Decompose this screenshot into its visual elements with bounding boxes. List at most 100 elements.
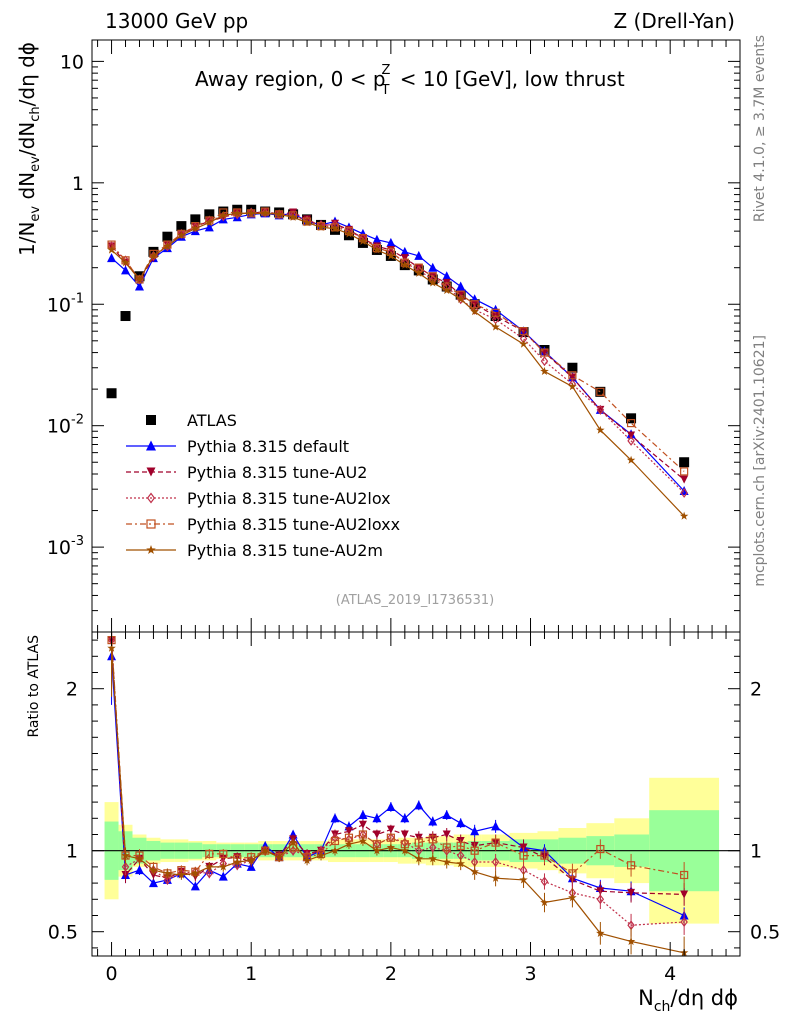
ratio-line-pythia-8-315-default: [111, 656, 685, 917]
data-point-pythia-8-315-default: [386, 237, 396, 247]
ratio-point-pythia-8-315-tune-au2loxx: [626, 861, 636, 870]
data-point-pythia-8-315-default: [400, 246, 410, 256]
data-point-atlas: [176, 221, 187, 232]
data-point-pythia-8-315-tune-au2m: [274, 209, 284, 218]
title-part: p: [373, 67, 386, 91]
ratio-point-pythia-8-315-tune-au2m: [316, 851, 326, 860]
ratio-point-pythia-8-315-default: [414, 800, 424, 810]
series-line-pythia-8-315-tune-au2loxx: [111, 210, 685, 472]
y-label-part: 1/N: [15, 222, 39, 256]
data-point-pythia-8-315-tune-au2m: [149, 251, 158, 260]
data-point-atlas: [595, 386, 606, 397]
main-series-group: [106, 204, 690, 520]
ratio-line-pythia-8-315-tune-au2loxx: [111, 640, 685, 876]
ratio-y-axis-label: Ratio to ATLAS: [26, 635, 42, 738]
data-point-atlas: [626, 413, 637, 424]
legend-label: Pythia 8.315 tune-AU2: [187, 463, 367, 482]
data-point-pythia-8-315-tune-au2lox: [680, 487, 688, 498]
data-point-pythia-8-315-tune-au2loxx: [596, 387, 605, 396]
ratio-point-pythia-8-315-tune-au2m: [400, 846, 410, 855]
ratio-point-pythia-8-315-tune-au2loxx: [540, 851, 549, 860]
y-label-part: ev: [28, 156, 43, 172]
x-label-part: N: [638, 986, 654, 1010]
ratio-point-pythia-8-315-tune-au2: [386, 825, 395, 834]
ratio-y-tick-label-right: 2: [750, 679, 762, 701]
legend-item-pythia-8-315-tune-au2lox: Pythia 8.315 tune-AU2lox: [126, 489, 391, 508]
data-point-pythia-8-315-tune-au2m: [288, 212, 298, 221]
data-point-pythia-8-315-tune-au2m: [596, 425, 605, 434]
series-line-pythia-8-315-tune-au2m: [111, 212, 685, 517]
ratio-point-pythia-8-315-tune-au2m: [135, 854, 144, 863]
ratio-point-pythia-8-315-default: [400, 813, 410, 823]
ratio-point-pythia-8-315-tune-au2: [358, 820, 367, 829]
data-point-pythia-8-315-default: [134, 281, 144, 291]
ratio-point-pythia-8-315-default: [330, 813, 340, 823]
y-tick-label-base: 10: [47, 537, 71, 559]
data-point-pythia-8-315-tune-au2lox: [470, 304, 479, 315]
data-point-pythia-8-315-default: [204, 222, 214, 232]
x-label-subscript: ch: [654, 999, 671, 1015]
panel-title-text: Away region, 0 < pZ T < 10 [GeV], low thr…: [195, 63, 625, 98]
ratio-point-pythia-8-315-tune-au2m: [470, 867, 479, 876]
data-point-pythia-8-315-default: [107, 253, 117, 263]
ratio-point-pythia-8-315-tune-au2loxx: [428, 835, 437, 844]
ratio-point-pythia-8-315-tune-au2m: [163, 868, 172, 877]
data-point-pythia-8-315-default: [428, 262, 438, 272]
ratio-point-pythia-8-315-tune-au2m: [519, 875, 528, 884]
ratio-point-pythia-8-315-default: [470, 826, 480, 836]
y-tick-label-exponent: -3: [71, 534, 84, 549]
data-point-pythia-8-315-tune-au2m: [414, 268, 424, 277]
data-point-pythia-8-315-tune-au2m: [344, 229, 354, 238]
y-label-part: /dN: [15, 122, 39, 156]
legend-marker: [146, 415, 156, 425]
x-tick-label: 1: [245, 963, 257, 985]
y-tick-label: 10: [60, 51, 84, 73]
title-part: Away region, 0 <: [195, 67, 373, 91]
ratio-point-pythia-8-315-tune-au2lox: [429, 842, 437, 853]
ratio-point-pythia-8-315-tune-au2loxx: [414, 838, 423, 847]
x-label-part: /dη dϕ: [670, 986, 738, 1010]
data-point-atlas: [204, 209, 215, 220]
ratio-point-pythia-8-315-tune-au2loxx: [219, 849, 228, 859]
title-part: < 10 [GeV], low thrust: [393, 67, 624, 91]
data-point-pythia-8-315-tune-au2lox: [191, 222, 200, 233]
data-point-pythia-8-315-tune-au2m: [626, 455, 636, 464]
ratio-point-pythia-8-315-tune-au2m: [191, 868, 200, 877]
legend-marker: [146, 467, 156, 477]
data-point-pythia-8-315-tune-au2m: [519, 339, 528, 348]
ratio-point-pythia-8-315-tune-au2m: [274, 852, 284, 861]
ratio-axes: 0.5 0.5 1 1 2 2 0 1 2 3 4: [48, 631, 780, 985]
y-tick-label: 1: [72, 173, 84, 195]
y-tick-label: 10-2: [47, 413, 84, 438]
ratio-point-pythia-8-315-default: [148, 878, 158, 888]
ratio-point-pythia-8-315-tune-au2m: [414, 854, 424, 863]
data-point-pythia-8-315-tune-au2m: [679, 511, 689, 520]
ratio-point-pythia-8-315-tune-au2m: [626, 936, 636, 946]
analysis-reference: (ATLAS_2019_I1736531): [336, 593, 494, 608]
ratio-point-pythia-8-315-tune-au2loxx: [680, 870, 689, 880]
series-line-pythia-8-315-tune-au2: [111, 210, 685, 481]
ratio-point-pythia-8-315-tune-au2m: [302, 855, 312, 865]
data-point-pythia-8-315-tune-au2loxx: [626, 419, 636, 428]
ratio-point-pythia-8-315-tune-au2m: [456, 859, 465, 868]
ratio-point-pythia-8-315-default: [372, 813, 382, 823]
panel-title: Away region, 0 < pZ T < 10 [GeV], low thr…: [195, 63, 625, 98]
ratio-point-pythia-8-315-tune-au2lox: [596, 894, 605, 905]
ratio-point-pythia-8-315-tune-au2loxx: [568, 869, 577, 878]
ratio-point-pythia-8-315-tune-au2loxx: [596, 844, 605, 854]
ratio-point-pythia-8-315-tune-au2m: [442, 857, 451, 866]
x-tick-label: 2: [385, 963, 397, 985]
data-point-pythia-8-315-tune-au2m: [121, 258, 130, 267]
main-y-axis-label: 1/Nev dNev/dNch/dη dϕ: [15, 42, 43, 256]
y-tick-label-base: 10: [47, 294, 71, 316]
ratio-frame: [91, 631, 741, 957]
legend-label: Pythia 8.315 default: [187, 437, 349, 456]
data-point-pythia-8-315-tune-au2m: [219, 210, 228, 219]
ratio-point-pythia-8-315-tune-au2lox: [540, 876, 549, 887]
data-point-pythia-8-315-tune-au2loxx: [491, 308, 500, 317]
data-point-pythia-8-315-tune-au2lox: [627, 435, 635, 446]
series-pythia-8-315-tune-au2m: [107, 208, 689, 520]
data-point-pythia-8-315-tune-au2m: [540, 366, 549, 375]
